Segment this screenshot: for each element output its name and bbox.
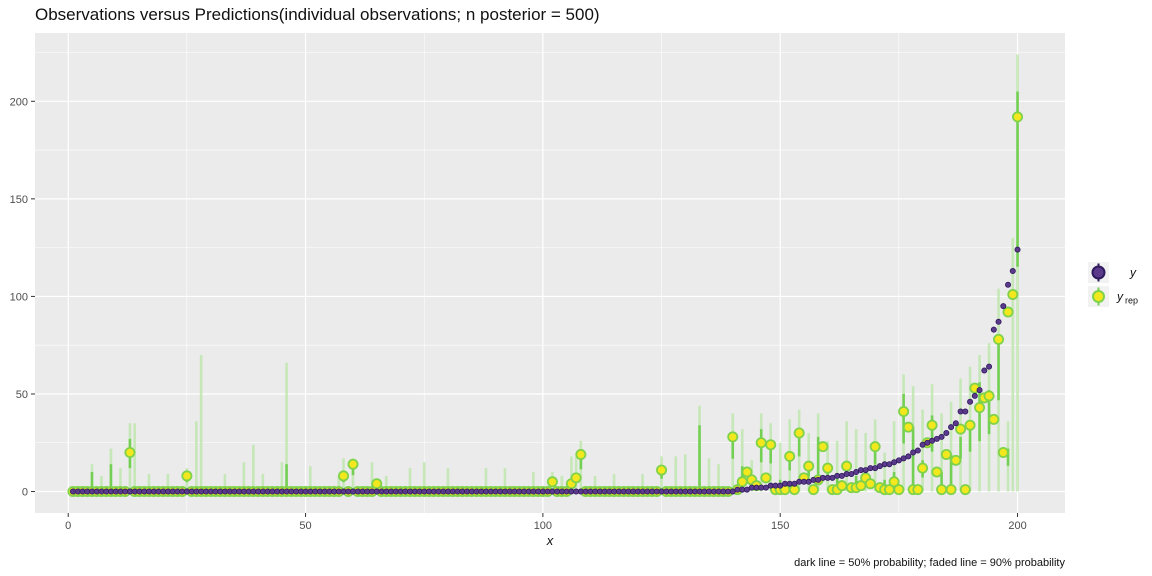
y-observed-point: [990, 326, 997, 333]
y-rep-point: [988, 413, 1000, 425]
y-rep-point: [945, 484, 957, 496]
y-rep-point: [888, 476, 900, 488]
y-rep-point: [736, 476, 748, 488]
y-observed-point: [976, 387, 983, 394]
legend-label: y: [1129, 266, 1137, 280]
y-observed-point: [1014, 246, 1021, 253]
y-rep-point: [371, 478, 383, 490]
y-rep-point: [575, 448, 587, 460]
y-observed-point: [952, 420, 959, 427]
y-rep-point: [817, 441, 829, 453]
y-tick-label: 150: [10, 194, 28, 206]
y-rep-point: [181, 470, 193, 482]
chart-title: Observations versus Predictions(individu…: [35, 5, 600, 24]
y-tick-label: 50: [16, 389, 28, 401]
y-rep-point: [940, 448, 952, 460]
y-observed-point: [948, 424, 955, 431]
y-rep-point: [926, 419, 938, 431]
y-rep-point: [1002, 306, 1014, 318]
y-rep-point: [784, 450, 796, 462]
x-axis-label: x: [546, 533, 554, 548]
y-observed-point: [981, 367, 988, 374]
x-axis-ticks: 0 50 100 150 200: [65, 513, 1027, 532]
y-tick-label: 0: [22, 487, 28, 499]
y-rep-point: [755, 437, 767, 449]
y-rep-point: [1007, 288, 1019, 300]
y-rep-point: [741, 466, 753, 478]
y-observed-point: [943, 429, 950, 436]
y-rep-point: [807, 484, 819, 496]
y-observed-point: [995, 318, 1002, 325]
y-rep-point: [869, 441, 881, 453]
y-rep-point: [803, 460, 815, 472]
plot-panel: [35, 33, 1065, 513]
y-rep-point: [570, 472, 582, 484]
y-rep-point: [993, 333, 1005, 345]
y-rep-point: [793, 427, 805, 439]
y-rep-point: [931, 466, 943, 478]
y-axis-ticks: 0 50 100 150 200: [10, 96, 35, 499]
y-observed-point: [1009, 268, 1016, 275]
y-rep-point: [974, 402, 986, 414]
y-rep-point: [893, 484, 905, 496]
y-rep-point: [898, 406, 910, 418]
y-rep-point: [917, 462, 929, 474]
legend-label: y: [1116, 290, 1124, 304]
y-observed-point: [967, 398, 974, 405]
y-observed-point: [905, 453, 912, 460]
y-observed-point: [938, 433, 945, 440]
x-tick-label: 200: [1008, 520, 1026, 532]
y-rep-point: [727, 431, 739, 443]
y-tick-label: 100: [10, 291, 28, 303]
y-rep-point: [912, 484, 924, 496]
y-observed-point: [971, 392, 978, 399]
y-rep-point: [760, 472, 772, 484]
y-rep-point: [841, 460, 853, 472]
y-rep-point: [822, 462, 834, 474]
y-tick-label: 200: [10, 96, 28, 108]
y-observed-point: [962, 408, 969, 415]
y-observed-point: [1005, 281, 1012, 288]
y-rep-point: [936, 484, 948, 496]
y-observed-point: [914, 447, 921, 454]
y-observed-points: [69, 246, 1021, 495]
y-rep-point: [902, 421, 914, 433]
y-rep-point: [656, 464, 668, 476]
y-rep-point: [864, 478, 876, 490]
y-rep-point: [983, 390, 995, 402]
y-rep-point: [836, 480, 848, 492]
y-rep-point: [1012, 111, 1024, 123]
y-rep-point: [347, 458, 359, 470]
x-tick-label: 0: [65, 520, 71, 532]
chart-caption: dark line = 50% probability; faded line …: [794, 557, 1065, 569]
y-rep-point: [765, 439, 777, 451]
y-rep-point: [955, 423, 967, 435]
y-rep-point: [997, 447, 1009, 459]
y-observed-point: [986, 363, 993, 370]
y-rep-point: [964, 419, 976, 431]
y-rep-point: [124, 447, 136, 459]
x-tick-label: 50: [299, 520, 311, 532]
legend-y-point: [1091, 265, 1106, 280]
y-rep-point: [338, 470, 350, 482]
legend-label-subscript: rep: [1125, 296, 1138, 306]
y-rep-point: [959, 484, 971, 496]
y-rep-point: [546, 476, 558, 488]
y-rep-point: [950, 454, 962, 466]
x-tick-label: 150: [771, 520, 789, 532]
legend-yrep-point: [1092, 290, 1105, 303]
y-observed-point: [1000, 303, 1007, 310]
x-tick-label: 100: [534, 520, 552, 532]
legend: yy rep: [1088, 262, 1138, 307]
